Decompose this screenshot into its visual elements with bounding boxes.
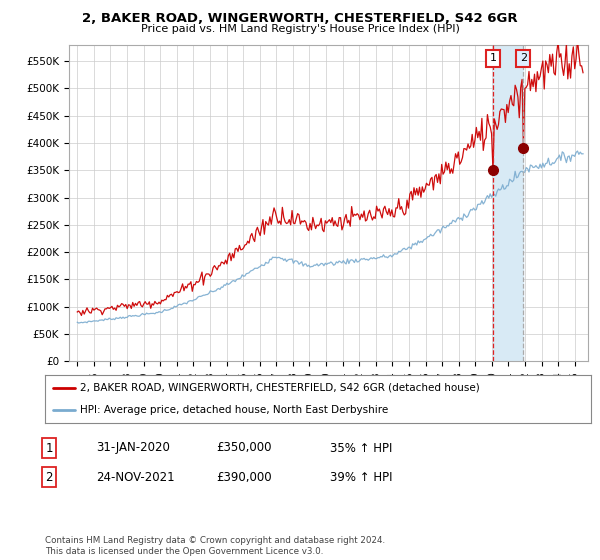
Text: HPI: Average price, detached house, North East Derbyshire: HPI: Average price, detached house, Nort…: [80, 405, 389, 416]
Bar: [493, 45, 523, 361]
Text: 31-JAN-2020: 31-JAN-2020: [96, 441, 170, 455]
Text: 1: 1: [490, 53, 497, 63]
Text: 24-NOV-2021: 24-NOV-2021: [96, 470, 175, 484]
Text: 2: 2: [520, 53, 527, 63]
Text: 2: 2: [46, 470, 53, 484]
Text: Contains HM Land Registry data © Crown copyright and database right 2024.
This d: Contains HM Land Registry data © Crown c…: [45, 536, 385, 556]
Text: £350,000: £350,000: [216, 441, 271, 455]
Text: 2, BAKER ROAD, WINGERWORTH, CHESTERFIELD, S42 6GR (detached house): 2, BAKER ROAD, WINGERWORTH, CHESTERFIELD…: [80, 382, 480, 393]
Text: £390,000: £390,000: [216, 470, 272, 484]
Text: 35% ↑ HPI: 35% ↑ HPI: [330, 441, 392, 455]
Text: 2, BAKER ROAD, WINGERWORTH, CHESTERFIELD, S42 6GR: 2, BAKER ROAD, WINGERWORTH, CHESTERFIELD…: [82, 12, 518, 25]
Text: 1: 1: [46, 441, 53, 455]
Text: 39% ↑ HPI: 39% ↑ HPI: [330, 470, 392, 484]
Text: Price paid vs. HM Land Registry's House Price Index (HPI): Price paid vs. HM Land Registry's House …: [140, 24, 460, 34]
